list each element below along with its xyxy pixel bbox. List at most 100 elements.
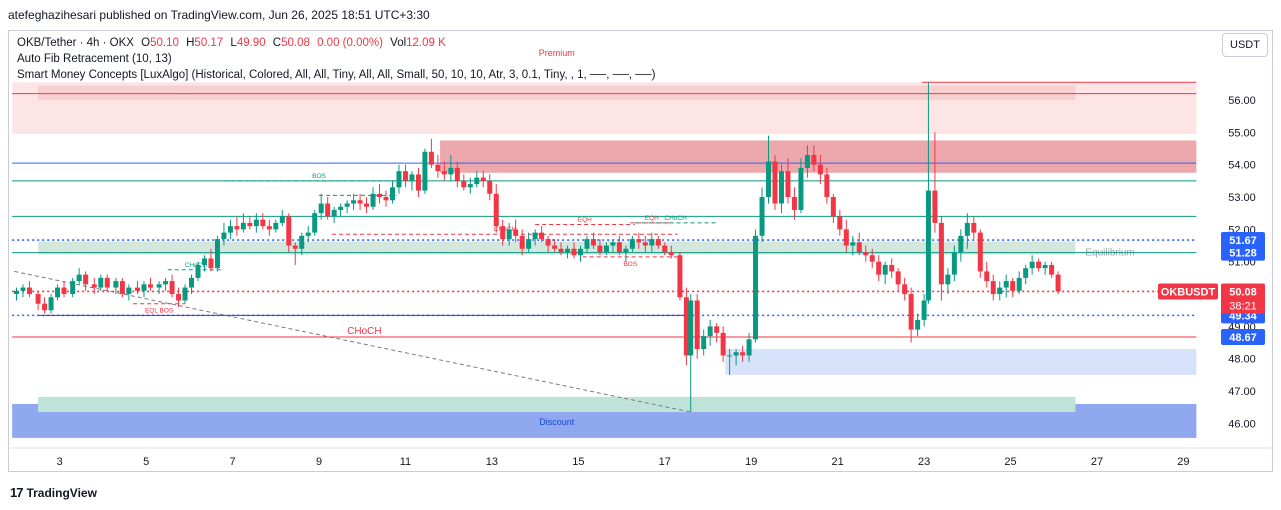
candle-body-82	[558, 248, 564, 252]
candle-body-140	[932, 190, 938, 223]
structure-label-4: EQH	[645, 215, 659, 222]
candle-body-157	[1042, 264, 1048, 269]
candle-body-3	[35, 294, 41, 304]
indicator-smc[interactable]: Smart Money Concepts [LuxAlgo] (Historic…	[17, 69, 656, 81]
candle-body-132	[882, 264, 888, 275]
structure-label-0: BOS	[312, 173, 326, 180]
symbol-tag	[1158, 283, 1218, 300]
x-tick-label: 5	[143, 456, 149, 468]
candle-body-14	[113, 281, 119, 288]
candle-body-121	[811, 155, 817, 165]
candle-body-61	[422, 151, 428, 191]
candle-body-156	[1036, 261, 1042, 269]
candle-body-67	[461, 180, 467, 188]
symbol-tag-text: OKBUSDT	[1161, 286, 1216, 298]
last-price-value: 50.08	[1229, 286, 1257, 298]
structure-label-3: EQH	[578, 217, 592, 224]
candle-body-89	[603, 245, 609, 252]
candle-body-126	[843, 229, 849, 246]
x-tick-label: 23	[918, 456, 930, 468]
candle-body-118	[791, 197, 797, 210]
y-tick-label: 47.00	[1228, 386, 1256, 398]
candle-body-134	[895, 271, 901, 285]
candle-body-131	[876, 261, 882, 275]
candle-body-148	[984, 271, 990, 282]
candle-body-17	[134, 287, 140, 291]
candle-body-13	[104, 277, 110, 288]
candle-body-127	[850, 242, 856, 246]
high-label: H	[186, 37, 195, 49]
candle-body-46	[325, 203, 331, 217]
candle-body-35	[253, 219, 259, 227]
candle-body-6	[55, 287, 61, 298]
x-tick-label: 19	[745, 456, 757, 468]
x-tick-label: 11	[400, 456, 411, 468]
candle-body-57	[396, 171, 402, 188]
candle-body-41	[292, 245, 298, 249]
candle-body-92	[623, 248, 629, 252]
candle-body-99	[668, 252, 674, 256]
candle-body-60	[415, 174, 421, 191]
price-tag-3	[1221, 329, 1265, 346]
structure-label-6: BOS	[623, 261, 637, 268]
y-tick-label: 46.00	[1228, 418, 1256, 430]
candle-body-147	[977, 232, 983, 272]
candle-body-1	[20, 287, 26, 291]
tradingview-brand: TradingView	[26, 485, 97, 500]
candle-body-128	[856, 242, 862, 252]
candle-body-129	[863, 252, 869, 256]
tradingview-logo-icon: 17	[10, 485, 24, 500]
candle-body-76	[519, 235, 525, 249]
candle-body-124	[830, 197, 836, 217]
tradingview-logo[interactable]: 17 TradingView	[10, 485, 97, 500]
x-tick-label: 9	[316, 456, 322, 468]
candle-body-141	[938, 222, 944, 285]
candle-body-117	[785, 171, 791, 198]
candle-body-36	[260, 219, 266, 227]
candle-body-54	[377, 193, 383, 198]
fib-trend-line	[14, 270, 691, 413]
currency-button[interactable]: USDT	[1222, 33, 1268, 57]
y-tick-label: 48.00	[1228, 354, 1256, 366]
candle-body-149	[990, 281, 996, 295]
candle-body-34	[247, 222, 253, 227]
candle-body-87	[590, 239, 596, 246]
candle-body-53	[370, 193, 376, 207]
candle-body-116	[778, 171, 784, 204]
symbol-name[interactable]: OKB/Tether · 4h · OKX	[17, 37, 134, 49]
open-label: O	[141, 37, 151, 49]
y-tick-label: 53.00	[1228, 192, 1256, 204]
indicator-fib[interactable]: Auto Fib Retracement (10, 13)	[17, 53, 172, 65]
candle-body-16	[126, 287, 132, 295]
candle-body-155	[1029, 261, 1035, 269]
candle-body-33	[240, 222, 246, 230]
candle-body-105	[707, 326, 713, 337]
last-price-tag	[1221, 283, 1265, 314]
candle-body-104	[701, 336, 707, 349]
candle-body-115	[772, 161, 778, 204]
candle-body-139	[925, 190, 931, 301]
candle-body-111	[746, 339, 752, 356]
candle-body-79	[539, 232, 545, 240]
chart-frame	[8, 30, 1273, 472]
candle-body-80	[545, 239, 551, 246]
x-tick-label: 29	[1177, 456, 1189, 468]
candle-body-22	[169, 281, 175, 295]
candle-body-62	[428, 151, 434, 165]
y-tick-label: 55.00	[1228, 127, 1256, 139]
zone-label-discount: Discount	[539, 417, 575, 427]
candle-body-138	[921, 300, 927, 320]
candle-body-135	[902, 284, 908, 295]
candle-body-64	[441, 171, 447, 175]
y-tick-label: 54.00	[1228, 160, 1256, 172]
candle-body-63	[435, 164, 441, 172]
structure-label-9: CHoCH	[347, 326, 381, 337]
x-tick-label: 15	[572, 456, 584, 468]
candle-body-130	[869, 255, 875, 262]
candle-body-142	[945, 274, 951, 285]
candle-body-2	[26, 287, 32, 295]
candle-body-77	[526, 239, 532, 249]
candle-body-32	[234, 226, 240, 230]
